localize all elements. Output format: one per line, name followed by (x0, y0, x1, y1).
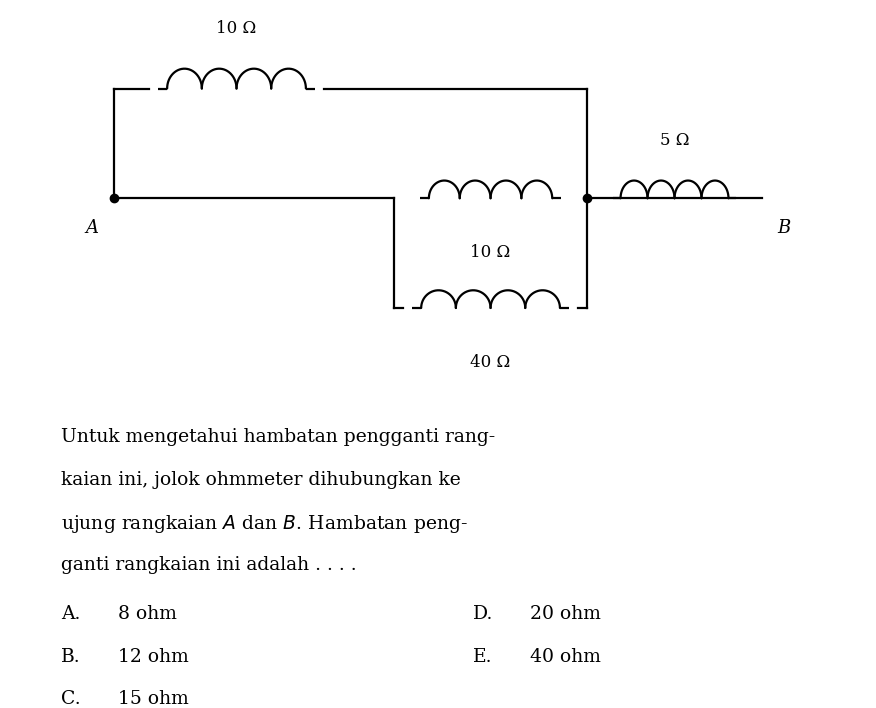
Text: 12 ohm: 12 ohm (118, 648, 189, 666)
Text: ujung rangkaian $A$ dan $B$. Hambatan peng-: ujung rangkaian $A$ dan $B$. Hambatan pe… (61, 513, 468, 535)
Text: 20 ohm: 20 ohm (530, 605, 601, 623)
Text: 8 ohm: 8 ohm (118, 605, 177, 623)
Text: B: B (777, 219, 791, 237)
Text: A: A (86, 219, 98, 237)
Text: 10 Ω: 10 Ω (470, 244, 511, 261)
Text: E.: E. (473, 648, 492, 666)
Text: 10 Ω: 10 Ω (216, 20, 257, 37)
Text: Untuk mengetahui hambatan pengganti rang-: Untuk mengetahui hambatan pengganti rang… (61, 428, 496, 446)
Text: 40 ohm: 40 ohm (530, 648, 601, 666)
Text: B.: B. (61, 648, 81, 666)
Text: C.: C. (61, 690, 81, 708)
Text: 5 Ω: 5 Ω (660, 132, 689, 149)
Text: 40 Ω: 40 Ω (470, 354, 511, 371)
Text: kaian ini, jolok ohmmeter dihubungkan ke: kaian ini, jolok ohmmeter dihubungkan ke (61, 471, 461, 489)
Text: ganti rangkaian ini adalah . . . .: ganti rangkaian ini adalah . . . . (61, 556, 357, 573)
Text: D.: D. (473, 605, 493, 623)
Text: 15 ohm: 15 ohm (118, 690, 189, 708)
Text: A.: A. (61, 605, 81, 623)
